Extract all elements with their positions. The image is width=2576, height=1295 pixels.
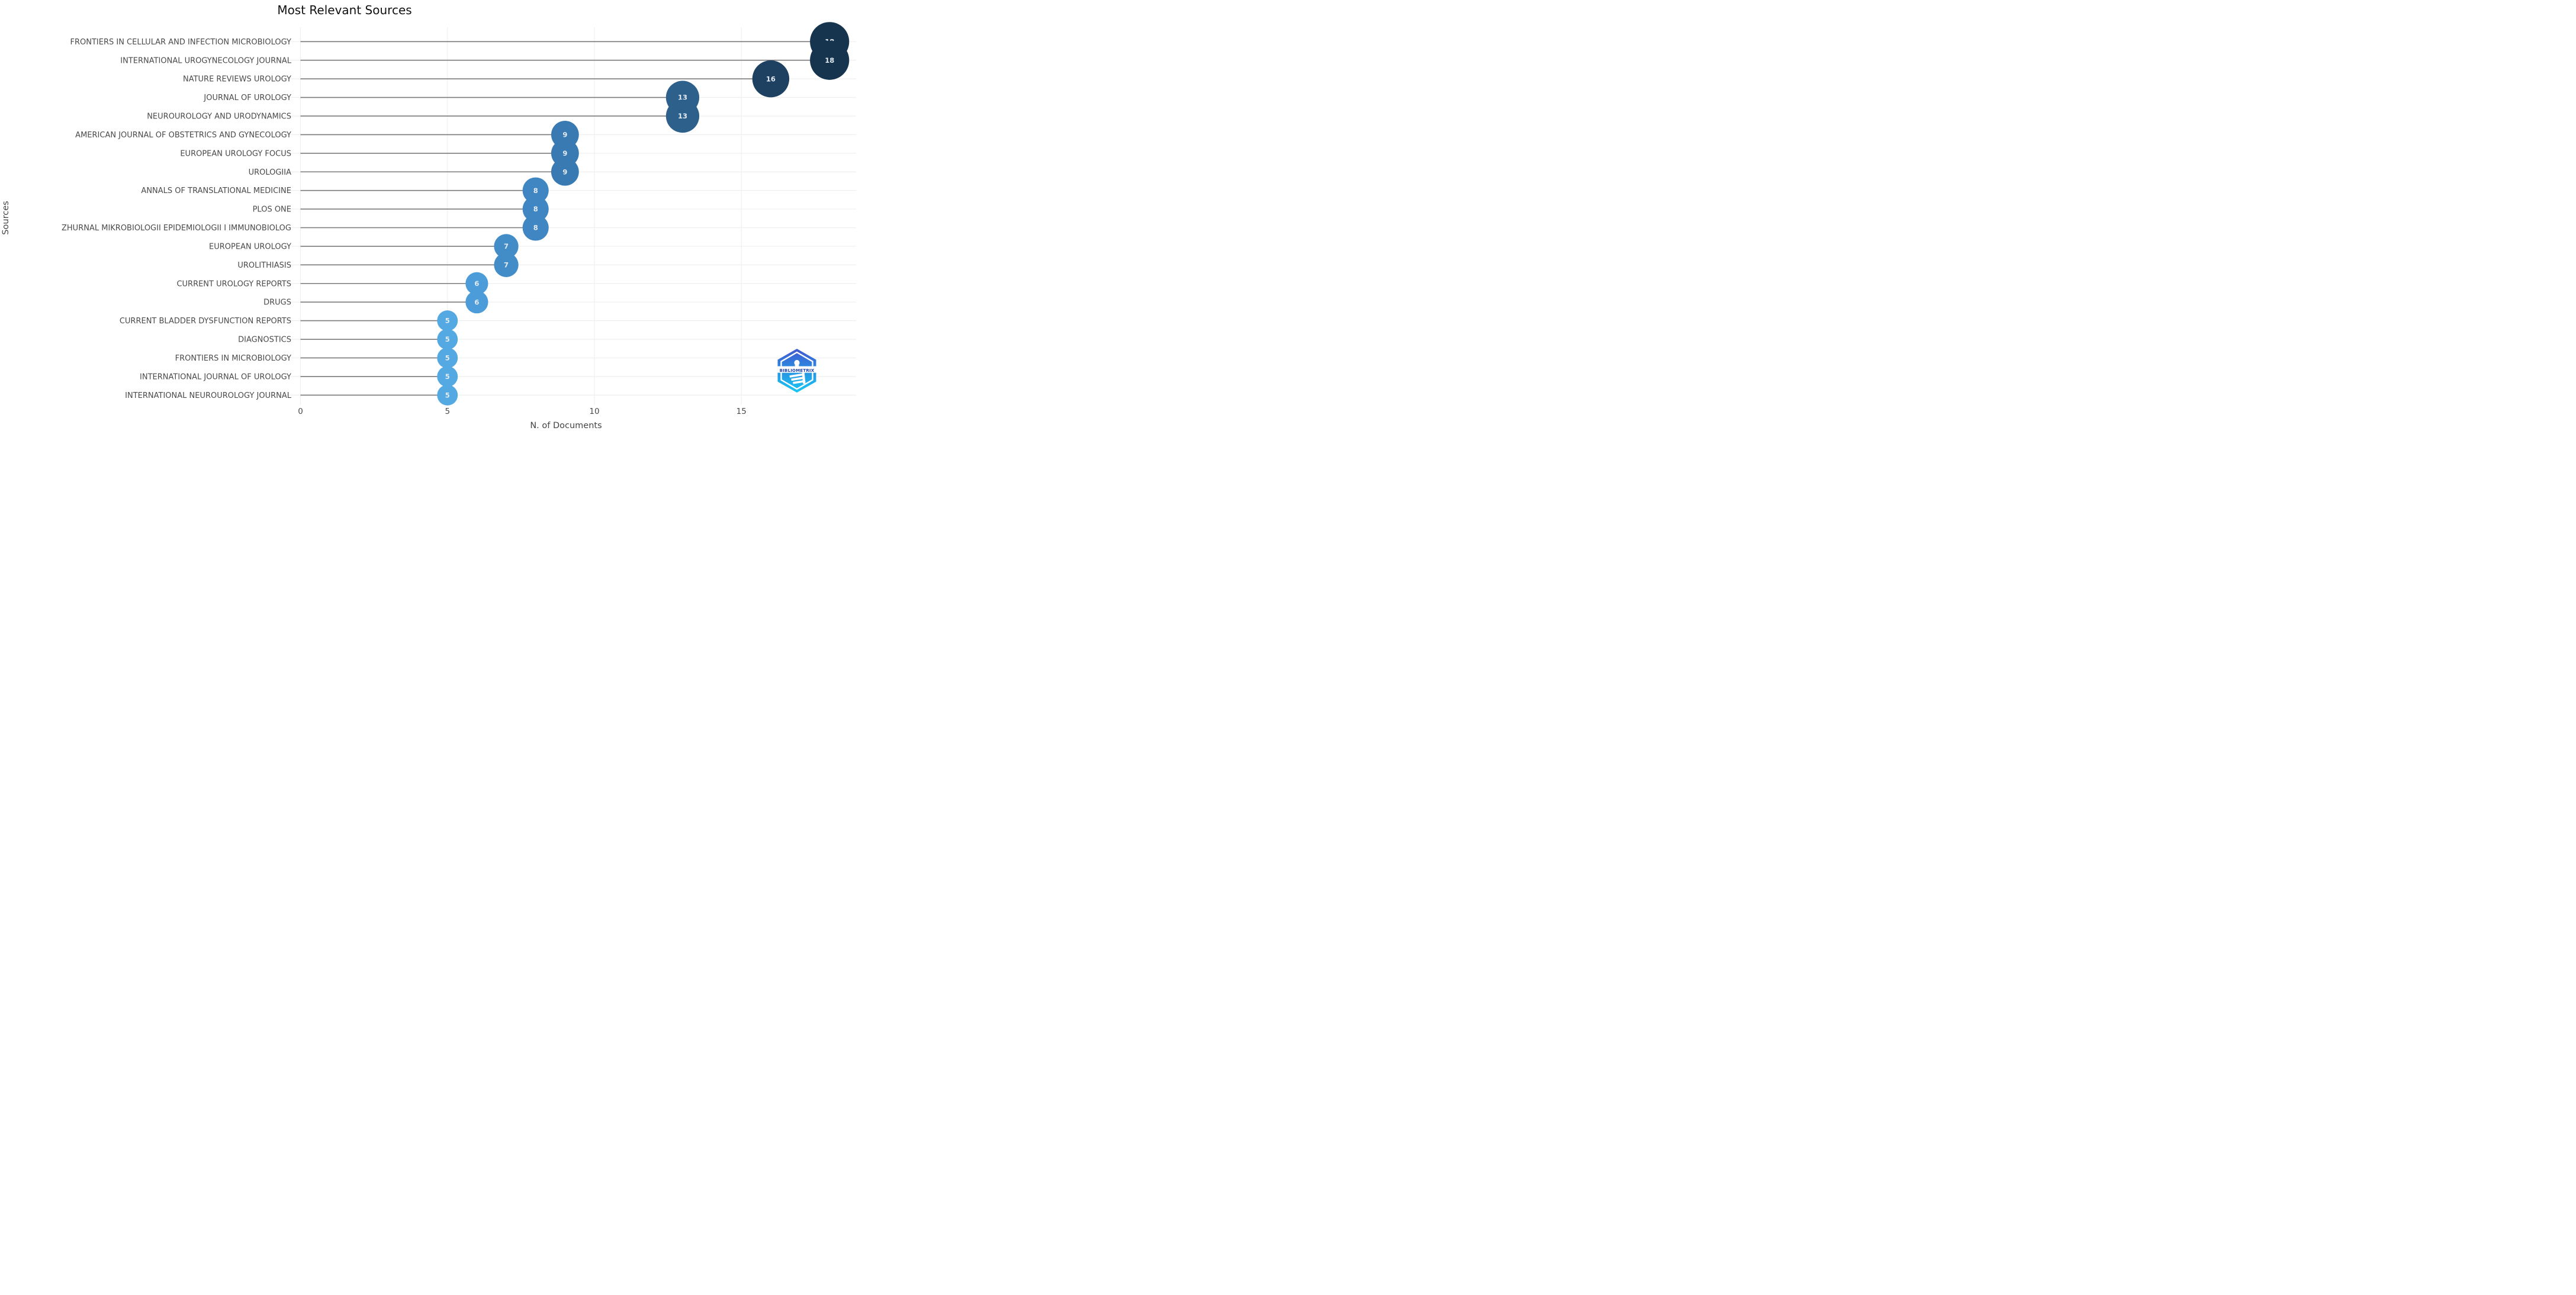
bubble-value: 8 bbox=[533, 224, 538, 232]
source-label: NATURE REVIEWS UROLOGY bbox=[183, 75, 291, 84]
source-label: FRONTIERS IN CELLULAR AND INFECTION MICR… bbox=[70, 38, 291, 47]
bubble[interactable] bbox=[465, 291, 488, 314]
source-label: JOURNAL OF UROLOGY bbox=[203, 94, 291, 102]
bibliometrix-logo: BIBLIOMETRIX bbox=[777, 349, 816, 393]
bubble-value: 5 bbox=[445, 335, 450, 343]
source-label: UROLOGIIA bbox=[249, 168, 292, 177]
source-label: DIAGNOSTICS bbox=[238, 336, 291, 345]
bubble[interactable] bbox=[551, 158, 579, 186]
source-label: PLOS ONE bbox=[253, 205, 291, 214]
bubble[interactable] bbox=[437, 366, 458, 387]
bubble-value: 16 bbox=[766, 75, 776, 83]
bubble-value: 5 bbox=[445, 317, 450, 325]
bubble[interactable] bbox=[752, 60, 790, 98]
source-label: AMERICAN JOURNAL OF OBSTETRICS AND GYNEC… bbox=[75, 131, 291, 140]
source-label: ZHURNAL MIKROBIOLOGII EPIDEMIOLOGII I IM… bbox=[62, 224, 291, 233]
source-label: UROLITHIASIS bbox=[237, 261, 291, 270]
bubble-value: 7 bbox=[504, 261, 509, 269]
bubble[interactable] bbox=[494, 234, 519, 259]
bubble-value: 9 bbox=[562, 168, 567, 176]
bubbles: 1818161313999888776655555 bbox=[437, 22, 850, 406]
source-labels: FRONTIERS IN CELLULAR AND INFECTION MICR… bbox=[62, 38, 292, 400]
bubble[interactable] bbox=[810, 40, 850, 80]
bubble[interactable] bbox=[437, 384, 458, 406]
bubble-value: 8 bbox=[533, 205, 538, 213]
y-axis-title: Sources bbox=[1, 201, 11, 234]
source-label: INTERNATIONAL NEUROUROLOGY JOURNAL bbox=[125, 391, 292, 400]
bubble[interactable] bbox=[437, 329, 458, 350]
bubble[interactable] bbox=[522, 196, 549, 223]
logo-lighthouse-top bbox=[795, 363, 799, 367]
x-tick-label-10: 10 bbox=[589, 407, 599, 416]
logo-hexagon-inner-border bbox=[780, 351, 813, 390]
chart-canvas: 1818161313999888776655555 FRONTIERS IN C… bbox=[1, 3, 856, 430]
source-label: NEUROUROLOGY AND URODYNAMICS bbox=[147, 113, 291, 121]
bubble-value: 8 bbox=[533, 187, 538, 195]
source-label: INTERNATIONAL JOURNAL OF UROLOGY bbox=[140, 372, 291, 381]
source-label: DRUGS bbox=[263, 298, 291, 307]
bubble-value: 7 bbox=[504, 242, 509, 250]
logo-wordmark: BIBLIOMETRIX bbox=[780, 368, 815, 373]
source-label: CURRENT UROLOGY REPORTS bbox=[176, 279, 291, 288]
bubble[interactable] bbox=[494, 252, 519, 277]
bubble[interactable] bbox=[437, 310, 458, 332]
logo-band bbox=[777, 366, 816, 373]
lollipop-stems bbox=[300, 41, 830, 396]
bubble[interactable] bbox=[522, 214, 549, 241]
bubble-value: 13 bbox=[678, 112, 687, 120]
bubble-value: 9 bbox=[562, 131, 567, 139]
source-label: INTERNATIONAL UROGYNECOLOGY JOURNAL bbox=[120, 56, 291, 65]
chart-title: Most Relevant Sources bbox=[277, 3, 411, 17]
bubble-value: 5 bbox=[445, 372, 450, 381]
bubble-value: 6 bbox=[474, 298, 479, 306]
source-label: EUROPEAN UROLOGY bbox=[209, 242, 291, 251]
bubble[interactable] bbox=[665, 99, 700, 133]
bubble[interactable] bbox=[522, 177, 549, 204]
most-relevant-sources-chart: 1818161313999888776655555 FRONTIERS IN C… bbox=[0, 0, 858, 432]
source-label: ANNALS OF TRANSLATIONAL MEDICINE bbox=[141, 187, 291, 195]
bubble-value: 18 bbox=[825, 56, 834, 65]
x-tick-label-15: 15 bbox=[737, 407, 747, 416]
x-axis-title: N. of Documents bbox=[530, 421, 602, 430]
source-label: CURRENT BLADDER DYSFUNCTION REPORTS bbox=[120, 317, 291, 326]
x-tick-label-0: 0 bbox=[298, 407, 303, 416]
source-label: EUROPEAN UROLOGY FOCUS bbox=[180, 149, 291, 158]
logo-stairs bbox=[789, 372, 806, 384]
bubble-value: 5 bbox=[445, 391, 450, 399]
x-tick-labels: 0 5 10 15 bbox=[298, 407, 747, 416]
bubble-value: 5 bbox=[445, 354, 450, 362]
bubble-value: 9 bbox=[562, 149, 567, 158]
bubble[interactable] bbox=[465, 272, 488, 295]
source-label: FRONTIERS IN MICROBIOLOGY bbox=[175, 354, 291, 363]
bubble[interactable] bbox=[437, 347, 458, 368]
bubble-value: 6 bbox=[474, 279, 479, 288]
x-tick-label-5: 5 bbox=[445, 407, 450, 416]
